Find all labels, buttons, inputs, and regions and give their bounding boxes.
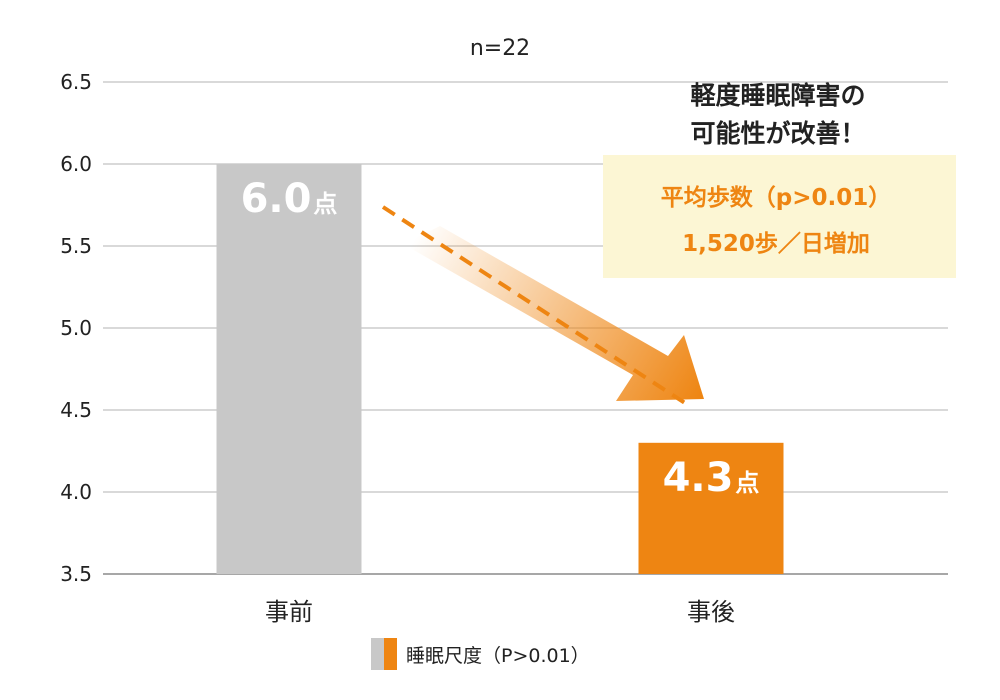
bar-value-unit-0: 点 [313,190,337,218]
x-category-label-1: 事後 [687,598,735,626]
bar-value-number-0: 6.0 [241,176,312,222]
y-tick-label-4: 5.5 [60,234,92,258]
average-steps-line-1: 平均歩数（p>0.01） [661,184,891,211]
chart-subtitle: n=22 [470,36,530,61]
improvement-callout: 軽度睡眠障害の 可能性が改善！ [690,81,865,148]
bar-value-unit-1: 点 [735,469,759,497]
average-steps-line-2: 1,520歩／日増加 [682,230,870,257]
y-axis-ticks: 3.5 4.0 4.5 5.0 5.5 6.0 6.5 [60,70,92,586]
y-tick-label-5: 6.0 [60,152,92,176]
improvement-line-2: 可能性が改善！ [690,119,865,148]
y-tick-label-0: 3.5 [60,562,92,586]
bar-value-label-0: 6.0点 [241,176,338,222]
legend: 睡眠尺度（P>0.01） [371,638,590,670]
improvement-line-1: 軽度睡眠障害の [690,81,865,110]
bar-0 [216,164,362,574]
decrease-arrow-dashed-line [381,205,690,407]
legend-swatch-orange [384,638,397,670]
bar-1 [638,442,784,574]
average-steps-box-background [603,155,956,278]
decrease-arrow [381,205,704,407]
x-axis-labels: 事前 事後 [265,598,735,626]
x-category-label-0: 事前 [265,598,313,626]
decrease-arrow-body [403,226,704,401]
y-tick-label-6: 6.5 [60,70,92,94]
legend-label: 睡眠尺度（P>0.01） [406,645,590,667]
bar-value-number-1: 4.3 [663,455,734,501]
average-steps-box: 平均歩数（p>0.01） 1,520歩／日増加 [603,155,956,278]
bar-value-label-1: 4.3点 [663,455,760,501]
y-tick-label-2: 4.5 [60,398,92,422]
bars: 6.0点4.3点 [216,164,784,574]
y-tick-label-1: 4.0 [60,480,92,504]
legend-swatch-gray [371,638,384,670]
y-tick-label-3: 5.0 [60,316,92,340]
